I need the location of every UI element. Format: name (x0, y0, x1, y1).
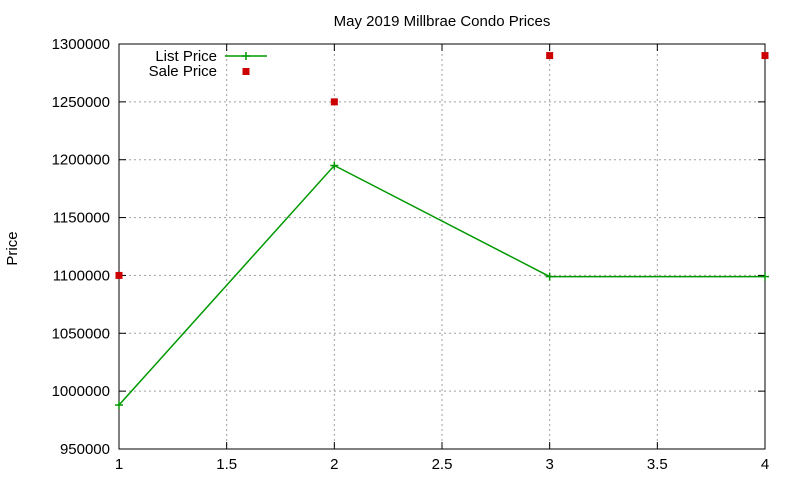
list-price-point (115, 401, 123, 410)
legend-marker-sale-price (242, 68, 250, 75)
list-price-point (545, 272, 554, 281)
y-tick-label: 1300000 (52, 36, 110, 53)
sale-price-point (761, 52, 769, 60)
sale-price-point (330, 98, 338, 106)
list-price-point (761, 272, 769, 281)
y-tick-label: 1250000 (52, 94, 110, 111)
axis-ticks: 1 1.5 2 2.5 3 3.5 4 950000 1000000 1050000 1100000… (52, 36, 770, 473)
y-tick-label: 950000 (60, 441, 110, 458)
chart-title: May 2019 Millbrae Condo Prices (334, 13, 551, 30)
y-tick-label: 1200000 (52, 152, 110, 169)
y-tick-label: 1150000 (53, 210, 110, 227)
x-tick-label: 3.5 (647, 456, 668, 473)
list-price-line (118, 164, 765, 406)
x-tick-label: 4 (761, 456, 769, 473)
y-tick-label: 1000000 (52, 383, 110, 400)
y-tick-label: 1050000 (52, 325, 110, 342)
x-tick-label: 3 (545, 456, 553, 473)
sale-price-point (115, 271, 123, 279)
grid (119, 44, 765, 449)
sale-price-point (546, 52, 554, 60)
x-tick-label: 2.5 (432, 456, 453, 473)
x-tick-label: 1 (115, 456, 123, 473)
y-axis-label: Price (4, 231, 21, 265)
y-tick-label: 1100000 (53, 267, 110, 284)
legend-marker-list-price (242, 52, 250, 60)
x-tick-label: 1.5 (216, 456, 237, 473)
legend-label-sale-price: Sale Price (149, 63, 217, 80)
x-tick-label: 2 (330, 456, 338, 473)
series-layer (115, 52, 769, 410)
list-price-point (330, 161, 339, 170)
legend-label-list-price: List Price (155, 48, 217, 65)
